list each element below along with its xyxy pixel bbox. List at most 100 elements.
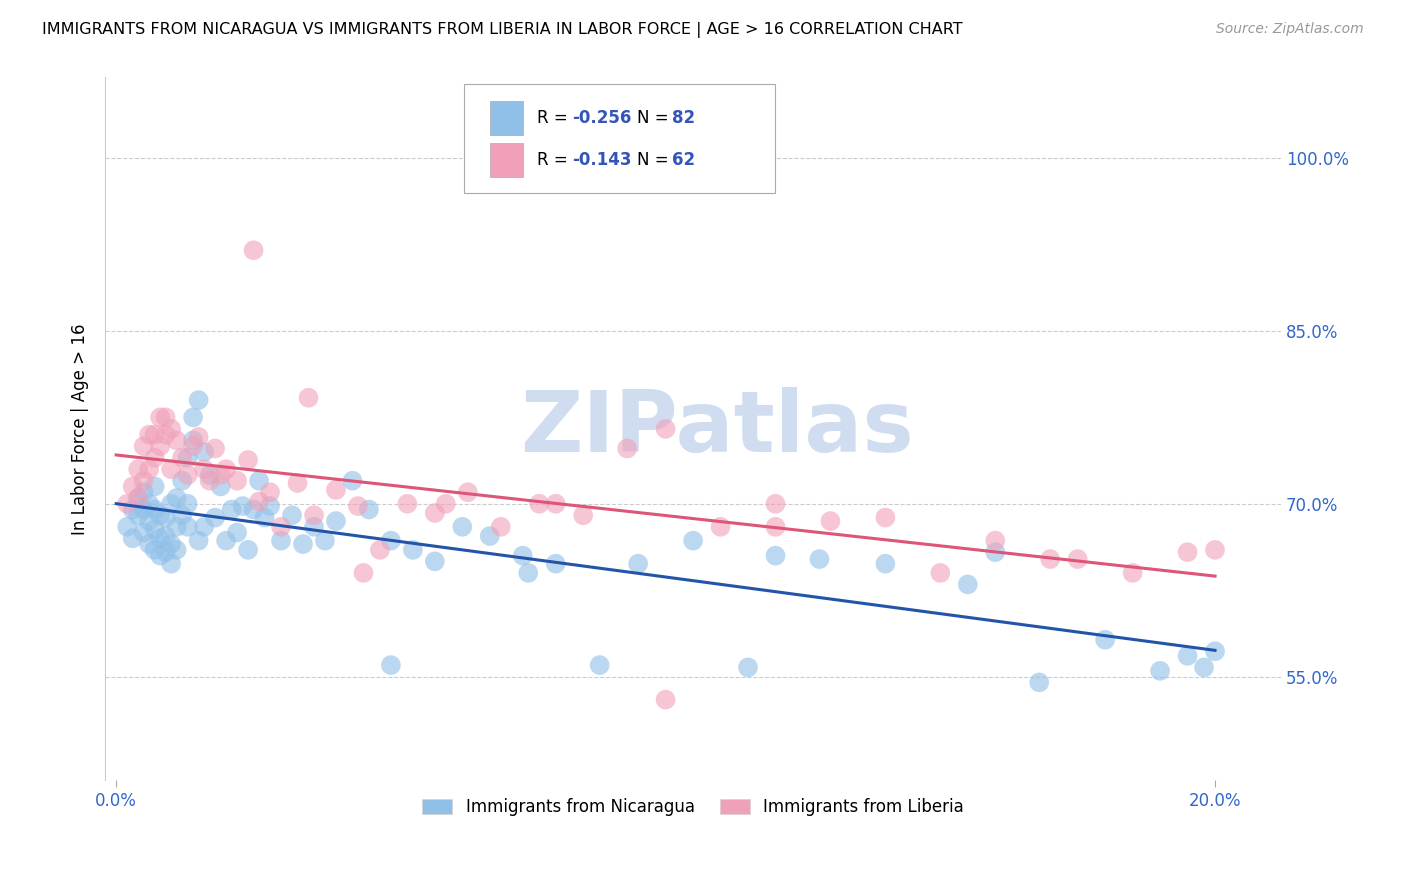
Point (314, 533, 336, 548)
Point (236, 453, 259, 467)
Point (1177, 545, 1199, 559)
Point (984, 545, 1007, 559)
Point (155, 545, 177, 559)
Point (143, 542, 166, 557)
Point (172, 474, 194, 488)
Point (232, 499, 254, 513)
Point (287, 476, 309, 491)
Point (396, 497, 419, 511)
Text: -0.143: -0.143 (572, 151, 631, 169)
Point (512, 549, 534, 563)
Point (682, 533, 704, 548)
Point (155, 410, 177, 425)
Point (176, 497, 198, 511)
Y-axis label: In Labor Force | Age > 16: In Labor Force | Age > 16 (72, 323, 89, 534)
Point (138, 462, 160, 476)
Point (127, 462, 149, 476)
Point (368, 542, 391, 557)
Point (127, 491, 149, 505)
Text: R =: R = (537, 109, 572, 128)
Point (529, 497, 551, 511)
Point (198, 474, 221, 488)
Text: -0.256: -0.256 (572, 109, 631, 128)
Point (627, 557, 650, 571)
Point (166, 542, 188, 557)
Point (155, 427, 177, 442)
Point (193, 445, 215, 459)
Point (221, 502, 243, 516)
Point (176, 520, 198, 534)
Point (215, 533, 238, 548)
Text: 62: 62 (672, 151, 695, 169)
Point (875, 510, 897, 524)
Point (1204, 644, 1226, 658)
Point (302, 520, 325, 534)
Point (765, 520, 787, 534)
Point (242, 502, 264, 516)
Point (654, 692, 676, 706)
Point (1028, 675, 1050, 690)
Point (423, 554, 446, 568)
Text: N =: N = (637, 109, 673, 128)
Point (956, 577, 979, 591)
Point (247, 494, 270, 508)
Point (166, 520, 188, 534)
Point (176, 450, 198, 465)
Point (166, 434, 188, 448)
Point (149, 549, 172, 563)
Point (517, 566, 540, 580)
Point (132, 485, 155, 500)
Point (270, 520, 292, 534)
Point (149, 410, 172, 425)
Point (253, 510, 276, 524)
Point (737, 660, 759, 674)
Point (193, 462, 215, 476)
Point (132, 502, 155, 516)
Point (451, 520, 474, 534)
Point (402, 542, 425, 557)
Point (281, 508, 304, 523)
Point (181, 410, 204, 425)
Point (616, 442, 638, 456)
Point (325, 514, 347, 528)
Point (138, 427, 160, 442)
Point (259, 499, 281, 513)
Point (204, 510, 226, 524)
FancyBboxPatch shape (464, 85, 775, 194)
Point (765, 549, 787, 563)
Text: 82: 82 (672, 109, 695, 128)
Point (1204, 542, 1226, 557)
Point (236, 542, 259, 557)
Point (423, 506, 446, 520)
Point (297, 391, 319, 405)
Point (489, 520, 512, 534)
Point (172, 508, 194, 523)
Text: N =: N = (637, 151, 673, 169)
FancyBboxPatch shape (489, 102, 523, 135)
Point (143, 479, 166, 493)
Point (121, 532, 143, 546)
Text: R =: R = (537, 151, 572, 169)
Point (820, 514, 842, 528)
Point (160, 557, 183, 571)
Point (1094, 632, 1116, 647)
Point (478, 529, 501, 543)
Point (187, 533, 209, 548)
Text: ZIPatlas: ZIPatlas (520, 387, 914, 470)
Point (270, 533, 292, 548)
Point (1177, 648, 1199, 663)
Point (143, 522, 166, 536)
Point (132, 474, 155, 488)
Point (149, 508, 172, 523)
Point (143, 450, 166, 465)
Point (247, 474, 270, 488)
Point (215, 462, 238, 476)
Point (1039, 552, 1062, 566)
Point (259, 485, 281, 500)
Point (226, 525, 249, 540)
Point (654, 422, 676, 436)
Point (132, 525, 155, 540)
Point (209, 467, 232, 482)
Point (357, 502, 380, 516)
Point (325, 483, 347, 497)
